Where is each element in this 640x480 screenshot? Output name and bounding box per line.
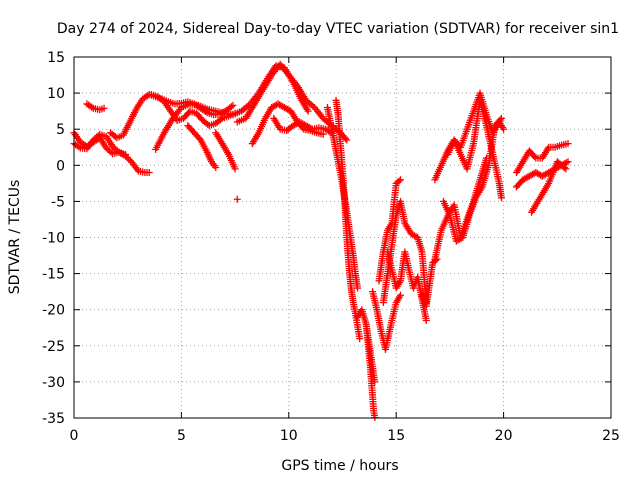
y-tick-label: 5 xyxy=(56,122,65,138)
data-point xyxy=(343,136,351,144)
y-tick-label: 15 xyxy=(47,50,65,66)
data-point xyxy=(564,140,572,148)
y-tick-label: 0 xyxy=(56,158,65,174)
y-tick-label: -15 xyxy=(42,267,65,283)
interpolated-marker xyxy=(395,177,403,185)
data-point xyxy=(396,176,404,184)
data-point xyxy=(562,165,570,173)
x-tick-label: 10 xyxy=(280,428,298,444)
data-point xyxy=(422,317,430,325)
interpolated-marker xyxy=(217,116,225,124)
interpolated-marker xyxy=(88,103,96,111)
interpolated-marker xyxy=(125,155,133,163)
x-axis-ticks: 0 5 10 15 20 25 xyxy=(70,57,620,444)
data-point xyxy=(356,335,364,343)
data-point xyxy=(354,284,362,292)
y-tick-label: -25 xyxy=(42,339,65,355)
y-tick-label: -20 xyxy=(42,303,65,319)
data-points xyxy=(70,60,572,422)
y-axis-label: SDTVAR / TECUs xyxy=(7,180,23,295)
data-point xyxy=(233,195,241,203)
data-point xyxy=(497,194,505,202)
data-point xyxy=(500,125,508,133)
data-point xyxy=(564,158,572,166)
y-tick-label: -30 xyxy=(42,375,65,391)
data-point xyxy=(497,114,505,122)
interpolated-marker xyxy=(227,103,235,111)
data-point xyxy=(229,101,237,109)
y-tick-label: -10 xyxy=(42,231,65,247)
data-point xyxy=(371,378,379,386)
data-point xyxy=(396,291,404,299)
y-tick-label: 10 xyxy=(47,86,65,102)
y-tick-label: -5 xyxy=(51,194,65,210)
data-point xyxy=(304,107,312,115)
interpolated-marker xyxy=(123,154,131,162)
data-point xyxy=(212,163,220,171)
x-tick-label: 0 xyxy=(70,428,79,444)
data-point xyxy=(145,169,153,177)
x-axis-label: GPS time / hours xyxy=(281,458,398,474)
interpolated-marker xyxy=(562,159,570,167)
x-tick-label: 20 xyxy=(495,428,513,444)
interpolated-marker xyxy=(75,143,83,151)
interpolated-marker xyxy=(531,153,539,161)
y-axis-ticks: 15 10 5 0 -5 -10 -15 -20 -25 -30 -35 xyxy=(42,50,611,427)
interpolated-marker xyxy=(107,148,115,156)
data-point xyxy=(231,165,239,173)
x-tick-label: 25 xyxy=(602,428,620,444)
data-point xyxy=(100,104,108,112)
interpolated-marker xyxy=(560,164,568,172)
grid-lines xyxy=(74,57,611,418)
y-tick-label: -35 xyxy=(42,411,65,427)
data-point xyxy=(122,150,130,158)
chart-title: Day 274 of 2024, Sidereal Day-to-day VTE… xyxy=(57,21,619,37)
x-tick-label: 5 xyxy=(177,428,186,444)
x-tick-label: 15 xyxy=(387,428,405,444)
